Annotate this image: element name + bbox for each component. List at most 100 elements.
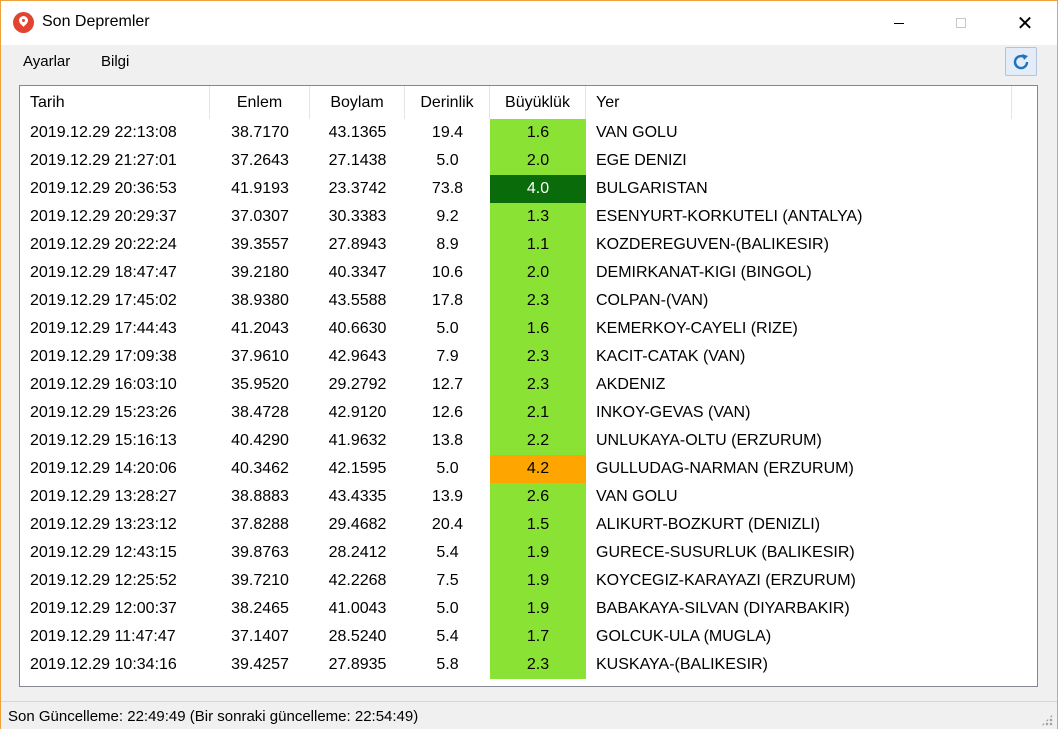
cell-tarih: 2019.12.29 21:27:01 [30,152,177,169]
cell-boylam: 28.5240 [328,628,387,645]
refresh-button[interactable] [1005,47,1037,76]
cell-enlem: 40.3462 [231,460,289,477]
header-enlem[interactable]: Enlem [210,86,310,119]
table-row[interactable]: 2019.12.29 21:27:01 37.2643 27.1438 5.0 EGE … [20,147,1037,175]
header-buyukluk[interactable]: Büyüklük [490,86,586,119]
table-row[interactable]: 2019.12.29 13:23:12 37.8288 29.4682 20.4 ALI… [20,511,1037,539]
earthquake-table[interactable]: Tarih Enlem Boylam Derinlik Büyüklük Yer… [19,85,1038,687]
cell-buyukluk: 1.5 [490,511,586,539]
cell-enlem: 38.8883 [231,488,289,505]
header-tarih[interactable]: Tarih [20,86,210,119]
cell-yer: ALIKURT-BOZKURT (DENIZLI) [596,516,821,533]
cell-tarih: 2019.12.29 16:03:10 [30,376,177,393]
table-row[interactable]: 2019.12.29 12:00:37 38.2465 41.0043 5.0 BABA… [20,595,1037,623]
cell-derinlik: 7.5 [436,572,459,589]
cell-boylam: 29.4682 [328,516,387,533]
table-row[interactable]: 2019.12.29 18:47:47 39.2180 40.3347 10.6 DEM… [20,259,1037,287]
header-yer[interactable]: Yer [586,86,1012,119]
cell-enlem: 38.2465 [231,600,289,617]
resize-grip-icon[interactable] [1041,714,1053,726]
table-row[interactable]: 2019.12.29 15:23:26 38.4728 42.9120 12.6 INK… [20,399,1037,427]
table-row[interactable]: 2019.12.29 22:13:08 38.7170 43.1365 19.4 VAN… [20,119,1037,147]
cell-boylam: 42.1595 [328,460,387,477]
cell-yer: DEMIRKANAT-KIGI (BINGOL) [596,264,812,281]
cell-yer: UNLUKAYA-OLTU (ERZURUM) [596,432,822,449]
cell-derinlik: 19.4 [431,124,464,141]
cell-buyukluk: 1.7 [490,623,586,651]
cell-buyukluk: 2.1 [490,399,586,427]
cell-buyukluk: 2.3 [490,343,586,371]
cell-derinlik: 5.4 [436,544,459,561]
cell-enlem: 39.2180 [231,264,289,281]
cell-boylam: 42.9643 [328,348,387,365]
table-row[interactable]: 2019.12.29 12:25:52 39.7210 42.2268 7.5 KOYC… [20,567,1037,595]
map-pin-icon [13,12,34,33]
cell-yer: BABAKAYA-SILVAN (DIYARBAKIR) [596,600,850,617]
cell-yer: VAN GOLU [596,124,678,141]
header-boylam[interactable]: Boylam [310,86,405,119]
cell-tarih: 2019.12.29 20:22:24 [30,236,177,253]
cell-enlem: 41.9193 [231,180,289,197]
table-row[interactable]: 2019.12.29 17:45:02 38.9380 43.5588 17.8 COL… [20,287,1037,315]
minimize-button[interactable] [876,1,922,45]
cell-tarih: 2019.12.29 11:47:47 [30,628,176,645]
close-button[interactable]: ✕ [1002,1,1048,45]
cell-buyukluk: 4.2 [490,455,586,483]
table-row[interactable]: 2019.12.29 17:44:43 41.2043 40.6630 5.0 KEME… [20,315,1037,343]
menu-ayarlar[interactable]: Ayarlar [23,53,71,70]
cell-boylam: 30.3383 [328,208,387,225]
cell-tarih: 2019.12.29 15:23:26 [30,404,177,421]
cell-enlem: 39.3557 [231,236,289,253]
cell-derinlik: 5.0 [436,600,459,617]
cell-boylam: 27.8935 [328,656,387,673]
cell-enlem: 37.2643 [231,152,289,169]
table-row[interactable]: 2019.12.29 12:43:15 39.8763 28.2412 5.4 GURE… [20,539,1037,567]
cell-yer: GOLCUK-ULA (MUGLA) [596,628,772,645]
cell-yer: EGE DENIZI [596,152,687,169]
table-row[interactable]: 2019.12.29 10:34:16 39.4257 27.8935 5.8 KUSK… [20,651,1037,679]
table-row[interactable]: 2019.12.29 20:29:37 37.0307 30.3383 9.2 ESEN… [20,203,1037,231]
cell-boylam: 41.9632 [328,432,387,449]
cell-boylam: 28.2412 [328,544,387,561]
cell-derinlik: 12.6 [431,404,464,421]
table-row[interactable]: 2019.12.29 17:09:38 37.9610 42.9643 7.9 KACI… [20,343,1037,371]
cell-tarih: 2019.12.29 18:47:47 [30,264,177,281]
cell-tarih: 2019.12.29 12:43:15 [30,544,177,561]
cell-buyukluk: 2.0 [490,259,586,287]
menu-bilgi[interactable]: Bilgi [101,53,130,70]
table-row[interactable]: 2019.12.29 14:20:06 40.3462 42.1595 5.0 GULL… [20,455,1037,483]
header-derinlik[interactable]: Derinlik [405,86,490,119]
table-row[interactable]: 2019.12.29 13:28:27 38.8883 43.4335 13.9 VAN… [20,483,1037,511]
cell-derinlik: 5.4 [436,628,459,645]
table-row[interactable]: 2019.12.29 16:03:10 35.9520 29.2792 12.7 AKD… [20,371,1037,399]
cell-yer: VAN GOLU [596,488,678,505]
cell-tarih: 2019.12.29 17:09:38 [30,348,177,365]
window-title: Son Depremler [42,13,150,30]
cell-boylam: 40.3347 [328,264,387,281]
cell-yer: GULLUDAG-NARMAN (ERZURUM) [596,460,854,477]
table-row[interactable]: 2019.12.29 15:16:13 40.4290 41.9632 13.8 UNL… [20,427,1037,455]
cell-derinlik: 73.8 [431,180,464,197]
cell-enlem: 39.4257 [231,656,289,673]
cell-enlem: 35.9520 [231,376,289,393]
table-row[interactable]: 2019.12.29 20:22:24 39.3557 27.8943 8.9 KOZD… [20,231,1037,259]
cell-boylam: 40.6630 [328,320,387,337]
cell-tarih: 2019.12.29 13:23:12 [30,516,177,533]
cell-enlem: 38.4728 [231,404,289,421]
table-row[interactable]: 2019.12.29 11:47:47 37.1407 28.5240 5.4 GOLC… [20,623,1037,651]
status-text: Son Güncelleme: 22:49:49 (Bir sonraki gü… [8,708,419,725]
cell-enlem: 39.8763 [231,544,289,561]
maximize-button[interactable] [938,1,984,45]
cell-tarih: 2019.12.29 13:28:27 [30,488,177,505]
cell-enlem: 37.1407 [231,628,289,645]
cell-yer: KOYCEGIZ-KARAYAZI (ERZURUM) [596,572,856,589]
cell-derinlik: 13.8 [431,432,464,449]
cell-derinlik: 10.6 [431,264,464,281]
cell-enlem: 38.7170 [231,124,289,141]
cell-derinlik: 7.9 [436,348,459,365]
cell-boylam: 43.1365 [328,124,387,141]
table-row[interactable]: 2019.12.29 20:36:53 41.9193 23.3742 73.8 BUL… [20,175,1037,203]
cell-tarih: 2019.12.29 12:25:52 [30,572,177,589]
cell-tarih: 2019.12.29 15:16:13 [30,432,177,449]
